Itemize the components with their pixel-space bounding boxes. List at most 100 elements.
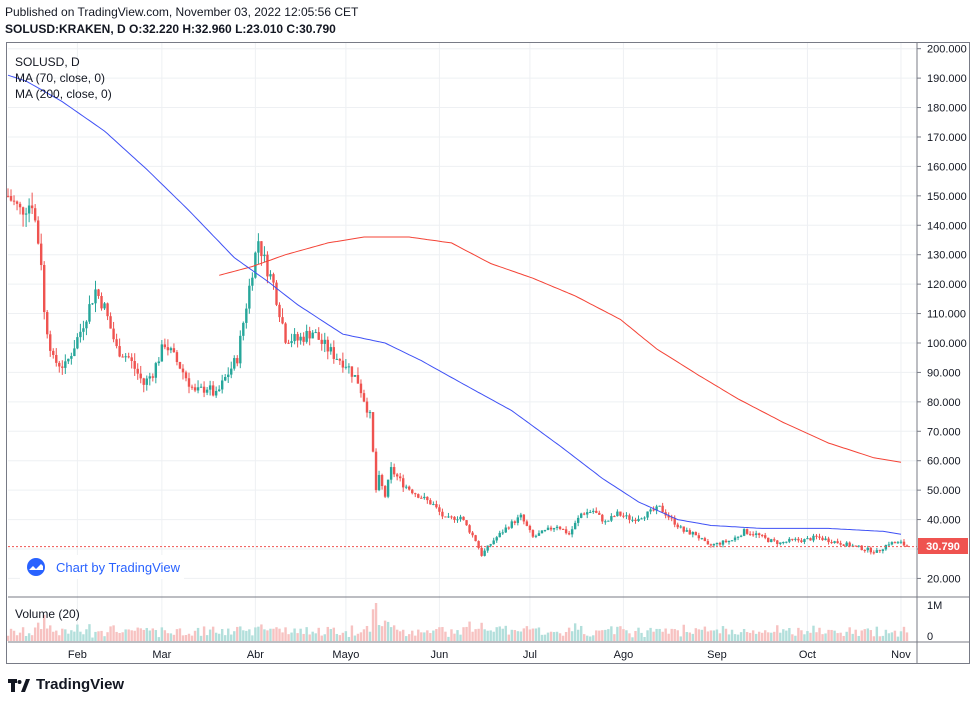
candle-body[interactable] bbox=[583, 513, 586, 515]
candle-body[interactable] bbox=[332, 347, 336, 359]
candle-body[interactable] bbox=[896, 542, 900, 544]
candle-body[interactable] bbox=[773, 539, 776, 541]
candle-body[interactable] bbox=[872, 552, 876, 554]
candle-body[interactable] bbox=[812, 535, 815, 541]
candle-body[interactable] bbox=[688, 530, 691, 535]
candle-body[interactable] bbox=[85, 321, 88, 329]
candle-body[interactable] bbox=[742, 529, 746, 536]
candle-body[interactable] bbox=[420, 497, 423, 499]
candle-body[interactable] bbox=[275, 282, 278, 305]
candle-body[interactable] bbox=[905, 545, 909, 547]
candle-body[interactable] bbox=[643, 517, 646, 519]
candle-body[interactable] bbox=[570, 529, 574, 535]
candle-body[interactable] bbox=[893, 542, 897, 544]
candle-body[interactable] bbox=[338, 358, 342, 361]
candle-body[interactable] bbox=[374, 451, 378, 491]
candle-body[interactable] bbox=[845, 542, 848, 546]
candle-body[interactable] bbox=[299, 336, 302, 341]
candle-body[interactable] bbox=[217, 389, 221, 391]
candle-body[interactable] bbox=[628, 515, 631, 520]
candle-body[interactable] bbox=[281, 317, 284, 324]
candle-body[interactable] bbox=[70, 356, 73, 359]
candle-body[interactable] bbox=[124, 356, 127, 358]
candle-body[interactable] bbox=[555, 526, 559, 529]
candle-body[interactable] bbox=[383, 486, 387, 497]
candle-body[interactable] bbox=[359, 383, 363, 394]
candle-body[interactable] bbox=[902, 541, 906, 546]
candle-body[interactable] bbox=[341, 360, 345, 368]
candle-body[interactable] bbox=[214, 390, 218, 396]
candle-body[interactable] bbox=[115, 339, 118, 347]
candle-body[interactable] bbox=[73, 348, 76, 357]
candle-body[interactable] bbox=[579, 513, 583, 518]
candle-body[interactable] bbox=[634, 519, 637, 522]
candle-body[interactable] bbox=[616, 511, 619, 517]
candle-body[interactable] bbox=[335, 358, 339, 360]
candle-body[interactable] bbox=[776, 540, 779, 544]
candle-body[interactable] bbox=[631, 519, 634, 521]
candle-body[interactable] bbox=[649, 509, 652, 512]
candle-body[interactable] bbox=[405, 486, 408, 488]
candle-body[interactable] bbox=[869, 547, 872, 553]
candle-body[interactable] bbox=[296, 334, 299, 341]
candle-body[interactable] bbox=[543, 529, 547, 531]
candle-body[interactable] bbox=[15, 201, 19, 204]
candle-body[interactable] bbox=[423, 496, 426, 499]
candle-body[interactable] bbox=[55, 354, 58, 363]
candle-body[interactable] bbox=[884, 544, 888, 550]
candle-body[interactable] bbox=[751, 534, 755, 536]
candle-body[interactable] bbox=[293, 334, 296, 342]
candle-body[interactable] bbox=[49, 334, 52, 351]
candle-body[interactable] bbox=[76, 337, 79, 349]
candle-body[interactable] bbox=[9, 196, 13, 201]
candle-body[interactable] bbox=[601, 514, 604, 522]
candle-body[interactable] bbox=[836, 541, 839, 544]
candle-body[interactable] bbox=[58, 362, 61, 367]
candle-body[interactable] bbox=[79, 331, 82, 338]
candle-body[interactable] bbox=[12, 200, 16, 202]
candle-body[interactable] bbox=[202, 386, 206, 393]
candle-body[interactable] bbox=[251, 277, 254, 286]
candle-body[interactable] bbox=[754, 533, 758, 535]
candle-body[interactable] bbox=[36, 220, 40, 244]
candle-body[interactable] bbox=[610, 516, 613, 521]
candle-body[interactable] bbox=[890, 542, 894, 545]
candle-body[interactable] bbox=[486, 545, 489, 551]
candle-body[interactable] bbox=[317, 332, 320, 340]
candle-body[interactable] bbox=[380, 475, 384, 487]
candle-body[interactable] bbox=[694, 532, 698, 536]
candle-body[interactable] bbox=[519, 514, 523, 518]
candle-body[interactable] bbox=[61, 366, 64, 368]
candle-body[interactable] bbox=[495, 537, 498, 541]
candle-body[interactable] bbox=[818, 536, 821, 538]
candle-body[interactable] bbox=[365, 401, 369, 413]
candle-body[interactable] bbox=[655, 506, 658, 511]
candle-body[interactable] bbox=[779, 542, 782, 544]
candle-body[interactable] bbox=[757, 533, 761, 536]
candle-body[interactable] bbox=[97, 289, 100, 296]
candle-body[interactable] bbox=[685, 530, 688, 532]
candle-body[interactable] bbox=[347, 366, 351, 368]
candle-body[interactable] bbox=[181, 368, 185, 373]
candle-body[interactable] bbox=[151, 376, 155, 378]
candle-body[interactable] bbox=[767, 537, 770, 543]
candle-body[interactable] bbox=[785, 541, 788, 543]
candle-body[interactable] bbox=[142, 378, 145, 385]
candle-body[interactable] bbox=[875, 550, 879, 553]
candle-body[interactable] bbox=[706, 541, 710, 545]
candle-body[interactable] bbox=[564, 529, 568, 534]
candle-body[interactable] bbox=[350, 366, 354, 377]
candle-body[interactable] bbox=[323, 339, 326, 344]
watermark-text[interactable]: Chart by TradingView bbox=[56, 559, 181, 575]
candle-body[interactable] bbox=[803, 539, 806, 542]
candle-body[interactable] bbox=[33, 208, 37, 221]
candle-body[interactable] bbox=[619, 511, 622, 516]
candle-body[interactable] bbox=[607, 520, 610, 522]
candle-body[interactable] bbox=[471, 532, 474, 536]
candle-body[interactable] bbox=[510, 521, 514, 528]
candle-body[interactable] bbox=[736, 536, 740, 538]
candle-body[interactable] bbox=[27, 205, 31, 214]
candle-body[interactable] bbox=[106, 303, 109, 317]
candle-body[interactable] bbox=[426, 496, 429, 501]
candle-body[interactable] bbox=[833, 541, 836, 543]
